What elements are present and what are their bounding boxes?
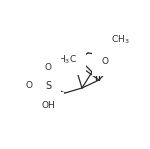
Text: OH: OH [41,101,55,110]
Text: O: O [101,58,108,66]
Text: H$_3$C: H$_3$C [58,54,77,66]
Text: O: O [26,82,33,90]
Text: CH$_3$: CH$_3$ [111,34,130,46]
Text: O: O [45,63,51,72]
Text: S: S [45,81,51,91]
